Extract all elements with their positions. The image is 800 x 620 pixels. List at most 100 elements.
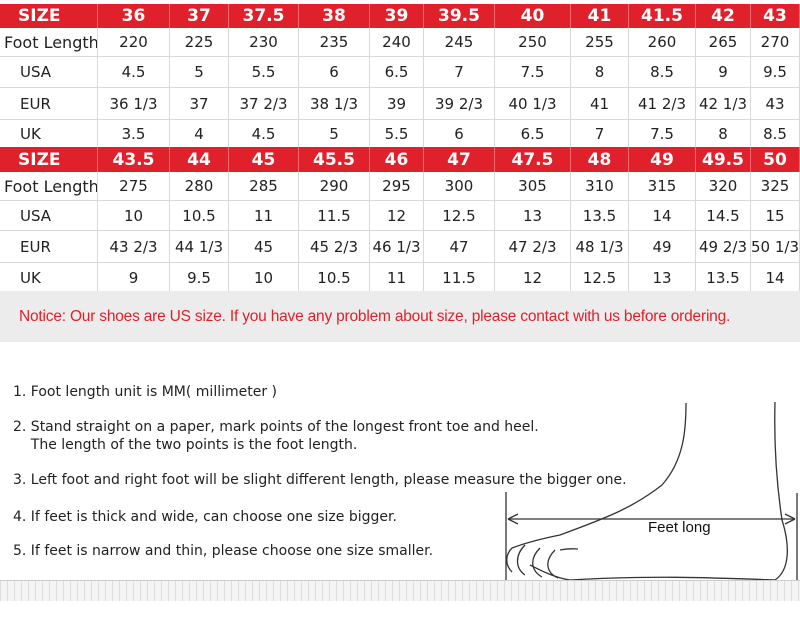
table-cell: 250 (495, 28, 571, 56)
table-cell: 265 (696, 28, 751, 56)
table-cell: 47 (424, 231, 495, 262)
table-cell: 13.5 (571, 201, 629, 230)
table-cell: 39 (370, 88, 424, 119)
table-cell: 10.5 (299, 263, 370, 292)
table-cell: 11.5 (424, 263, 495, 292)
table-cell: 310 (571, 172, 629, 200)
table-cell: 285 (229, 172, 299, 200)
ruler-strip (0, 580, 800, 601)
table-cell: 5 (299, 120, 370, 148)
toes-outline (506, 544, 579, 579)
table-cell: 7.5 (495, 57, 571, 87)
table-cell: 320 (696, 172, 751, 200)
row-label: USA (0, 57, 98, 87)
table-cell: 13 (629, 263, 696, 292)
size-header-row: SIZE 36 37 37.5 38 39 39.5 40 41 41.5 42 43 (0, 4, 800, 28)
table-cell: 7 (571, 120, 629, 148)
table-row: EUR 36 1/3 37 37 2/3 38 1/3 39 39 2/3 40 1/3 41 4… (0, 88, 800, 120)
table-cell: 42 (696, 4, 751, 28)
row-label: Foot Length (0, 172, 98, 200)
table-cell: 46 1/3 (370, 231, 424, 262)
table-cell: 43 2/3 (98, 231, 170, 262)
table-cell: 280 (170, 172, 229, 200)
table-cell: 42 1/3 (696, 88, 751, 119)
table-cell: 6 (299, 57, 370, 87)
instruction-5: 5. If feet is narrow and thin, please ch… (13, 543, 434, 559)
instruction-1: 1. Foot length unit is MM( millimeter ) (13, 384, 278, 400)
table-cell: 6 (424, 120, 495, 148)
table-cell: 10.5 (170, 201, 229, 230)
table-cell: 40 1/3 (495, 88, 571, 119)
table-cell: 11 (229, 201, 299, 230)
table-cell: 220 (98, 28, 170, 56)
table-cell: 9 (98, 263, 170, 292)
table-cell: 300 (424, 172, 495, 200)
table-cell: 49.5 (696, 147, 751, 172)
table-cell: 9 (696, 57, 751, 87)
row-label: SIZE (0, 4, 98, 28)
table-cell: 260 (629, 28, 696, 56)
row-label: USA (0, 201, 98, 230)
table-cell: 37 2/3 (229, 88, 299, 119)
table-cell: 4.5 (98, 57, 170, 87)
foot-heel-outline (529, 401, 788, 581)
table-cell: 13.5 (696, 263, 751, 292)
table-cell: 8 (571, 57, 629, 87)
table-cell: 49 (629, 231, 696, 262)
table-cell: 41.5 (629, 4, 696, 28)
table-cell: 11 (370, 263, 424, 292)
table-cell: 12 (370, 201, 424, 230)
table-cell: 37 (170, 4, 229, 28)
table-cell: 7 (424, 57, 495, 87)
table-cell: 39.5 (424, 4, 495, 28)
table-row: EUR 43 2/3 44 1/3 45 45 2/3 46 1/3 47 47 2/3 48 … (0, 231, 800, 263)
table-cell: 240 (370, 28, 424, 56)
table-cell: 14 (629, 201, 696, 230)
table-cell: 10 (98, 201, 170, 230)
table-cell: 48 (571, 147, 629, 172)
row-label: UK (0, 263, 98, 292)
table-cell: 5.5 (229, 57, 299, 87)
table-cell: 47 2/3 (495, 231, 571, 262)
table-cell: 12.5 (571, 263, 629, 292)
table-cell: 5 (170, 57, 229, 87)
table-cell: 275 (98, 172, 170, 200)
table-cell: 7.5 (629, 120, 696, 148)
table-cell: 48 1/3 (571, 231, 629, 262)
table-cell: 36 1/3 (98, 88, 170, 119)
table-cell: 37.5 (229, 4, 299, 28)
table-cell: 41 (571, 4, 629, 28)
table-cell: 8 (696, 120, 751, 148)
table-cell: 305 (495, 172, 571, 200)
instruction-4: 4. If feet is thick and wide, can choose… (13, 509, 397, 525)
table-cell: 4.5 (229, 120, 299, 148)
table-cell: 49 2/3 (696, 231, 751, 262)
table-cell: 41 2/3 (629, 88, 696, 119)
table-cell: 290 (299, 172, 370, 200)
table-cell: 41 (571, 88, 629, 119)
table-cell: 36 (98, 4, 170, 28)
table-cell: 230 (229, 28, 299, 56)
table-cell: 10 (229, 263, 299, 292)
table-cell: 45 2/3 (299, 231, 370, 262)
table-cell: 45.5 (299, 147, 370, 172)
table-cell: 295 (370, 172, 424, 200)
table-cell: 40 (495, 4, 571, 28)
table-cell: 39 2/3 (424, 88, 495, 119)
table-cell: 43.5 (98, 147, 170, 172)
row-label: EUR (0, 88, 98, 119)
table-cell: 5.5 (370, 120, 424, 148)
table-cell: 12 (495, 263, 571, 292)
table-cell: 245 (424, 28, 495, 56)
instruction-3: 3. Left foot and right foot will be slig… (13, 472, 627, 488)
table-row: Foot Length 275 280 285 290 295 300 305 310 315 32… (0, 172, 800, 201)
row-label: SIZE (0, 147, 98, 172)
table-cell: 38 (299, 4, 370, 28)
row-label: Foot Length (0, 28, 98, 56)
table-cell: 11.5 (299, 201, 370, 230)
instruction-2: 2. Stand straight on a paper, mark point… (13, 419, 539, 435)
table-cell: 6.5 (495, 120, 571, 148)
table-cell: 225 (170, 28, 229, 56)
table-cell: 6.5 (370, 57, 424, 87)
table-cell: 9.5 (170, 263, 229, 292)
